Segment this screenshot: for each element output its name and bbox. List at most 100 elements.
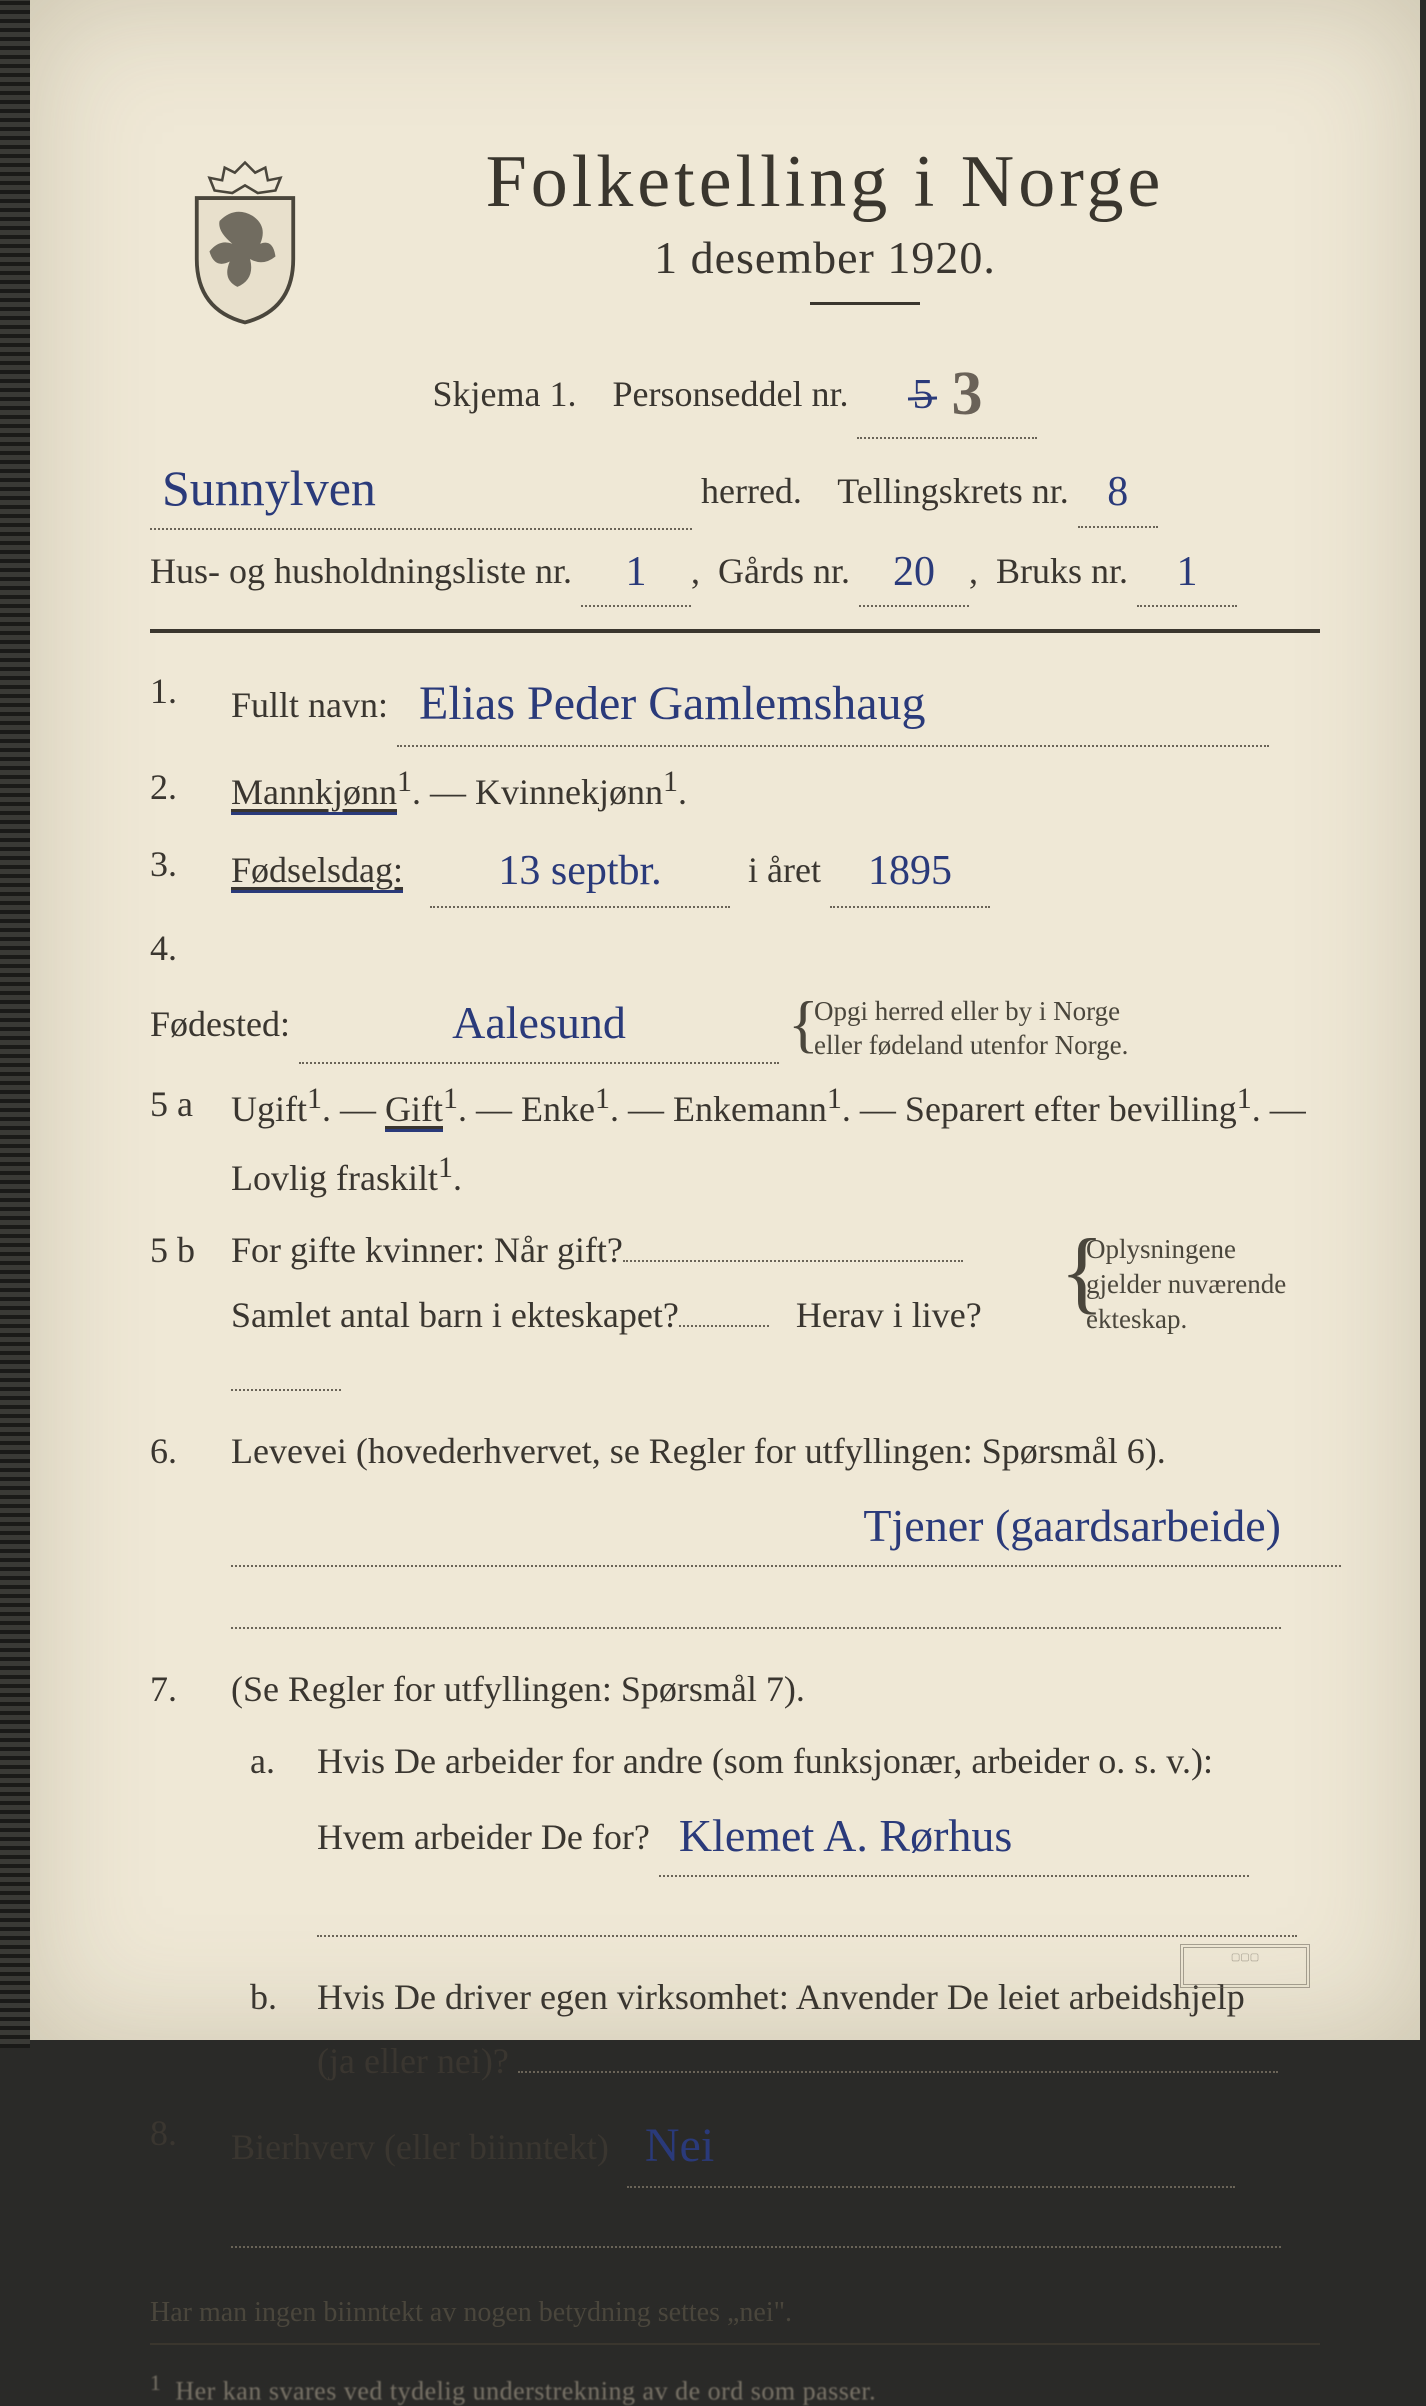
- q3-year-field: 1895: [830, 832, 990, 909]
- q8-field: Nei: [627, 2101, 1235, 2188]
- q7a-blank-line: [317, 1899, 1297, 1937]
- question-7b: b. Hvis De driver egen virksomhet: Anven…: [250, 1965, 1320, 2093]
- q1-label: Fullt navn:: [231, 685, 388, 725]
- question-6: 6. Levevei (hovederhvervet, se Regler fo…: [150, 1419, 1320, 1649]
- q5b-live-field: [231, 1353, 341, 1391]
- q5a-gift: Gift: [385, 1089, 443, 1132]
- tellingskrets-field: 8: [1078, 456, 1158, 527]
- personseddel-line: Skjema 1. Personseddel nr. 5 3: [150, 335, 1320, 439]
- q2-mann: Mannkjønn: [231, 772, 397, 815]
- q7b-num: b.: [250, 1965, 308, 2029]
- footer-note: Har man ingen biinntekt av nogen betydni…: [150, 2297, 1320, 2329]
- tellingskrets-label: Tellingskrets nr.: [837, 471, 1068, 511]
- q5a-lovlig: Lovlig fraskilt: [231, 1158, 438, 1198]
- q6-blank-line: [231, 1591, 1281, 1629]
- q4-note: { Opgi herred eller by i Norge eller fød…: [788, 994, 1128, 1063]
- printer-stamp-icon: ▢▢▢: [1180, 1944, 1310, 1988]
- q4-num: 4.: [150, 916, 222, 980]
- q1-field: Elias Peder Gamlemshaug: [397, 659, 1269, 746]
- footer-divider: [150, 2343, 1320, 2345]
- q7a-l1: Hvis De arbeider for andre (som funksjon…: [317, 1741, 1213, 1781]
- q8-label: Bierhverv (eller biinntekt): [231, 2127, 609, 2167]
- q7b-field: [518, 2035, 1278, 2073]
- question-2: 2. Mannkjønn1. — Kvinnekjønn1.: [150, 755, 1320, 824]
- gards-label: Gårds nr.: [718, 551, 850, 591]
- q6-num: 6.: [150, 1419, 222, 1483]
- herred-value: Sunnylven: [162, 460, 376, 516]
- q7a-num: a.: [250, 1729, 308, 1793]
- personseddel-field: 5 3: [857, 335, 1037, 439]
- q1-num: 1.: [150, 659, 222, 723]
- q8-blank-line: [231, 2210, 1281, 2248]
- title-divider: [810, 302, 920, 305]
- q5a-enkemann: Enkemann: [673, 1089, 827, 1129]
- question-7: 7. (Se Regler for utfyllingen: Spørsmål …: [150, 1657, 1320, 1721]
- q3-day-value: 13 septbr.: [498, 848, 661, 894]
- q7b-l2: (ja eller nei)?: [317, 2041, 509, 2081]
- question-3: 3. Fødselsdag: 13 septbr. i året 1895: [150, 832, 1320, 909]
- q7a-value: Klemet A. Rørhus: [679, 1810, 1012, 1861]
- question-5b: 5 b For gifte kvinner: Når gift? Samlet …: [150, 1218, 1320, 1410]
- q1-value: Elias Peder Gamlemshaug: [419, 677, 926, 730]
- question-1: 1. Fullt navn: Elias Peder Gamlemshaug: [150, 659, 1320, 746]
- q7a-l2: Hvem arbeider De for?: [317, 1817, 650, 1857]
- q3-num: 3.: [150, 832, 222, 896]
- q3-year-label: i året: [748, 850, 821, 890]
- q2-kvinne: Kvinnekjønn: [475, 772, 663, 812]
- q5a-enke: Enke: [521, 1089, 595, 1129]
- brace-icon: {: [1060, 1228, 1104, 1315]
- coat-of-arms-icon: [180, 160, 310, 325]
- q6-label: Levevei (hovederhvervet, se Regler for u…: [231, 1431, 1166, 1471]
- q5a-ugift: Ugift: [231, 1089, 307, 1129]
- bruks-value: 1: [1177, 549, 1198, 595]
- q7b-l1: Hvis De driver egen virksomhet: Anvender…: [317, 1977, 1245, 2017]
- tellingskrets-value: 8: [1107, 469, 1128, 515]
- herred-line: Sunnylven herred. Tellingskrets nr. 8: [150, 445, 1320, 530]
- q4-field: Aalesund: [299, 980, 779, 1064]
- question-5a: 5 a Ugift1. — Gift1. — Enke1. — Enkemann…: [150, 1072, 1320, 1210]
- hushold-label: Hus- og husholdningsliste nr.: [150, 551, 572, 591]
- question-7a: a. Hvis De arbeider for andre (som funks…: [250, 1729, 1320, 1957]
- q8-num: 8.: [150, 2101, 222, 2165]
- gards-field: 20: [859, 536, 969, 607]
- q4-label: Fødested:: [150, 1004, 290, 1044]
- q3-year-value: 1895: [868, 848, 952, 894]
- q5a-separert: Separert efter bevilling: [905, 1089, 1237, 1129]
- q5a-num: 5 a: [150, 1072, 222, 1136]
- sub-title: 1 desember 1920.: [330, 231, 1320, 284]
- personseddel-pencil: 3: [951, 360, 982, 428]
- census-form-page: Folketelling i Norge 1 desember 1920. Sk…: [30, 0, 1420, 2040]
- q3-day-field: 13 septbr.: [430, 832, 730, 909]
- q8-value: Nei: [645, 2119, 714, 2172]
- q7-num: 7.: [150, 1657, 222, 1721]
- hushold-value: 1: [626, 549, 647, 595]
- q2-num: 2.: [150, 755, 222, 819]
- brace-icon: {: [788, 994, 819, 1055]
- question-8: 8. Bierhverv (eller biinntekt) Nei: [150, 2101, 1320, 2269]
- scan-binding-edge: [0, 0, 30, 2048]
- header-divider: [150, 629, 1320, 633]
- form-label: Skjema 1.: [433, 374, 577, 414]
- q6-value: Tjener (gaardsarbeide): [863, 1500, 1281, 1551]
- hushold-line: Hus- og husholdningsliste nr. 1 , Gårds …: [150, 536, 1320, 607]
- main-title: Folketelling i Norge: [330, 140, 1320, 225]
- q5b-num: 5 b: [150, 1218, 222, 1282]
- q5b-l2b: Herav i live?: [796, 1295, 982, 1335]
- q4-value: Aalesund: [452, 997, 626, 1048]
- gards-value: 20: [893, 549, 935, 595]
- q5b-l1a: For gifte kvinner: Når gift?: [231, 1230, 623, 1270]
- q7a-field: Klemet A. Rørhus: [659, 1793, 1249, 1877]
- footnote-line: 1 Her kan svares ved tydelig understrekn…: [150, 2371, 1320, 2406]
- q5b-gift-field: [623, 1224, 963, 1262]
- bruks-label: Bruks nr.: [996, 551, 1128, 591]
- question-4: 4. Fødested: Aalesund { Opgi herred elle…: [150, 916, 1320, 1064]
- bruks-field: 1: [1137, 536, 1237, 607]
- herred-label: herred.: [701, 471, 802, 511]
- title-block: Folketelling i Norge 1 desember 1920.: [190, 140, 1320, 305]
- q5b-l2a: Samlet antal barn i ekteskapet?: [231, 1295, 679, 1335]
- q5b-barn-field: [679, 1289, 769, 1327]
- q5b-note: { Oplysningene gjelder nuværende ekteska…: [1060, 1232, 1286, 1336]
- q7-intro: (Se Regler for utfyllingen: Spørsmål 7).: [231, 1669, 805, 1709]
- q6-field: Tjener (gaardsarbeide): [231, 1483, 1341, 1567]
- personseddel-label: Personseddel nr.: [613, 374, 849, 414]
